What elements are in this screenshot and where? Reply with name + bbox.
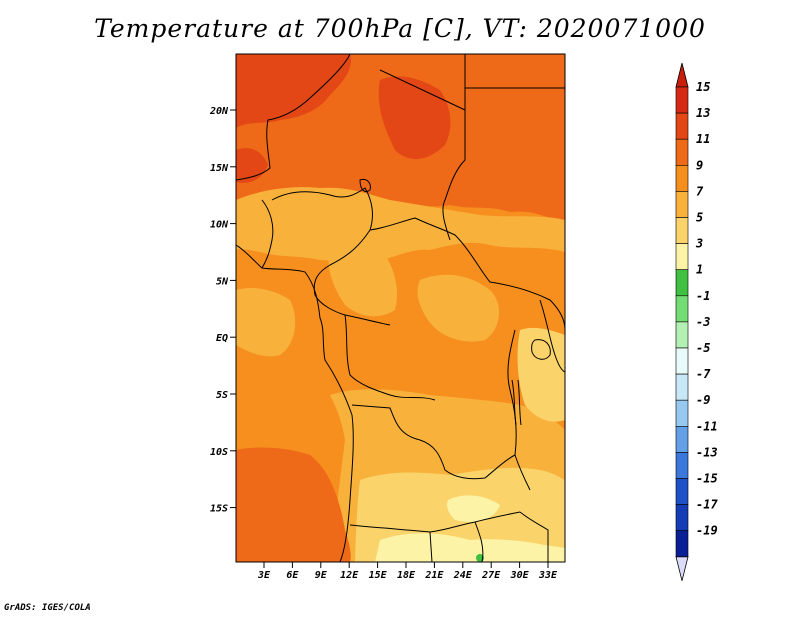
lake-tanganyika <box>511 379 522 426</box>
field-band-7-central <box>328 244 397 317</box>
colorbar-swatch <box>675 269 689 297</box>
colorbar-label: -1 <box>696 289 710 303</box>
field-band-13 <box>236 54 351 128</box>
border-cameroon-car <box>313 229 391 326</box>
colorbar-under-triangle <box>675 556 689 581</box>
border-zambia-south <box>429 511 549 562</box>
border-angola-namibia <box>349 511 521 533</box>
field-band-7-sahel <box>236 187 565 261</box>
field-band-11-sw <box>236 447 351 562</box>
border-chad-sudan <box>379 69 466 241</box>
border-drc-angola <box>351 404 516 480</box>
lat-label: 20N <box>209 106 229 117</box>
border-libya-sudan <box>464 54 565 110</box>
colorbar-swatch <box>675 504 689 532</box>
colorbar-swatch <box>675 530 689 558</box>
colorbar-label: -19 <box>696 524 718 538</box>
colorbar-over-triangle <box>675 62 689 88</box>
lat-label: 10N <box>210 220 229 231</box>
field-band-3 <box>375 533 565 562</box>
lon-label: 12E <box>340 570 359 581</box>
lat-label: EQ <box>216 333 228 344</box>
field-band-7-west <box>236 288 296 357</box>
colorbar-swatch <box>675 165 689 192</box>
lat-label: 5N <box>216 276 229 287</box>
lon-label: 21E <box>424 570 444 581</box>
colorbar-label: 3 <box>695 237 703 251</box>
field-band-5-east <box>517 327 565 422</box>
lake-chad <box>359 179 371 193</box>
colorbar-label: 15 <box>696 80 710 94</box>
lon-label: 33E <box>538 570 558 581</box>
map-frame <box>235 53 566 563</box>
colorbar-swatch <box>675 86 689 114</box>
borders <box>236 54 565 562</box>
colorbar-label: 5 <box>696 211 703 225</box>
colorbar-label: 1 <box>696 263 703 277</box>
colorbar-swatch <box>675 191 689 218</box>
colorbar-swatch <box>675 373 689 401</box>
lon-label: 6E <box>286 570 299 581</box>
colorbar-swatch <box>675 478 689 505</box>
colorbar-label: 11 <box>696 132 710 146</box>
colorbar-swatch <box>675 112 689 140</box>
border-east <box>539 299 565 373</box>
lon-label: 30E <box>510 570 530 581</box>
colorbar-swatch <box>675 399 689 427</box>
colorbar-swatch <box>675 295 689 323</box>
colorbar-swatch <box>675 243 689 271</box>
border-niger-chad <box>236 54 351 181</box>
lon-label: 27E <box>481 570 501 581</box>
lat-axis: 20N 15N 10N 5N EQ 5S 10S 15S <box>209 106 236 515</box>
temperature-field <box>236 54 565 562</box>
field-band-3b <box>447 495 500 522</box>
border-car-south <box>369 217 565 331</box>
lat-label: 10S <box>210 447 228 458</box>
border-nigeria <box>261 187 373 269</box>
colorbar-label: -15 <box>696 472 718 486</box>
colorbar-label: 7 <box>696 184 704 198</box>
lat-label: 15S <box>210 504 228 515</box>
colorbar-swatch <box>675 217 689 244</box>
colorbar-swatch <box>675 425 689 453</box>
lat-label: 5S <box>216 390 228 401</box>
colorbar-label: -3 <box>696 315 710 329</box>
colorbar-label: -13 <box>696 445 718 459</box>
lon-label: 15E <box>369 570 388 581</box>
field-band-7-east <box>417 274 500 342</box>
border-congo <box>344 314 436 401</box>
colorbar-swatch <box>675 321 689 349</box>
colorbar-label: -5 <box>696 341 710 355</box>
field-band-13b <box>378 76 451 160</box>
lon-axis: 3E 6E 9E 12E 15E 18E 21E 24E 27E 30E 33E <box>257 562 558 581</box>
colorbar-label: -11 <box>696 419 718 433</box>
colorbar-label: -7 <box>696 367 711 381</box>
lon-label: 18E <box>397 570 416 581</box>
grads-credit: GrADS: IGES/COLA <box>4 603 91 613</box>
chart-title: Temperature at 700hPa [C], VT: 202007100… <box>94 14 706 43</box>
coastline-west <box>236 244 354 562</box>
colorbar-label: -17 <box>696 498 718 512</box>
colorbar-label: 9 <box>696 158 703 172</box>
lat-label: 15N <box>210 163 229 174</box>
colorbar-swatch <box>675 452 689 479</box>
colorbar: 15 13 11 9 7 5 3 1 -1 -3 -5 -7 -9 -11 -13 -15 -17 -19 <box>675 62 718 581</box>
colorbar-swatch <box>675 347 689 375</box>
lon-label: 3E <box>257 570 271 581</box>
lake-victoria <box>531 339 551 360</box>
colorbar-label: 13 <box>696 106 710 120</box>
lon-label: 24E <box>453 570 473 581</box>
colorbar-swatch <box>675 138 689 166</box>
lon-label: 9E <box>315 570 328 581</box>
colorbar-label: -9 <box>696 393 710 407</box>
